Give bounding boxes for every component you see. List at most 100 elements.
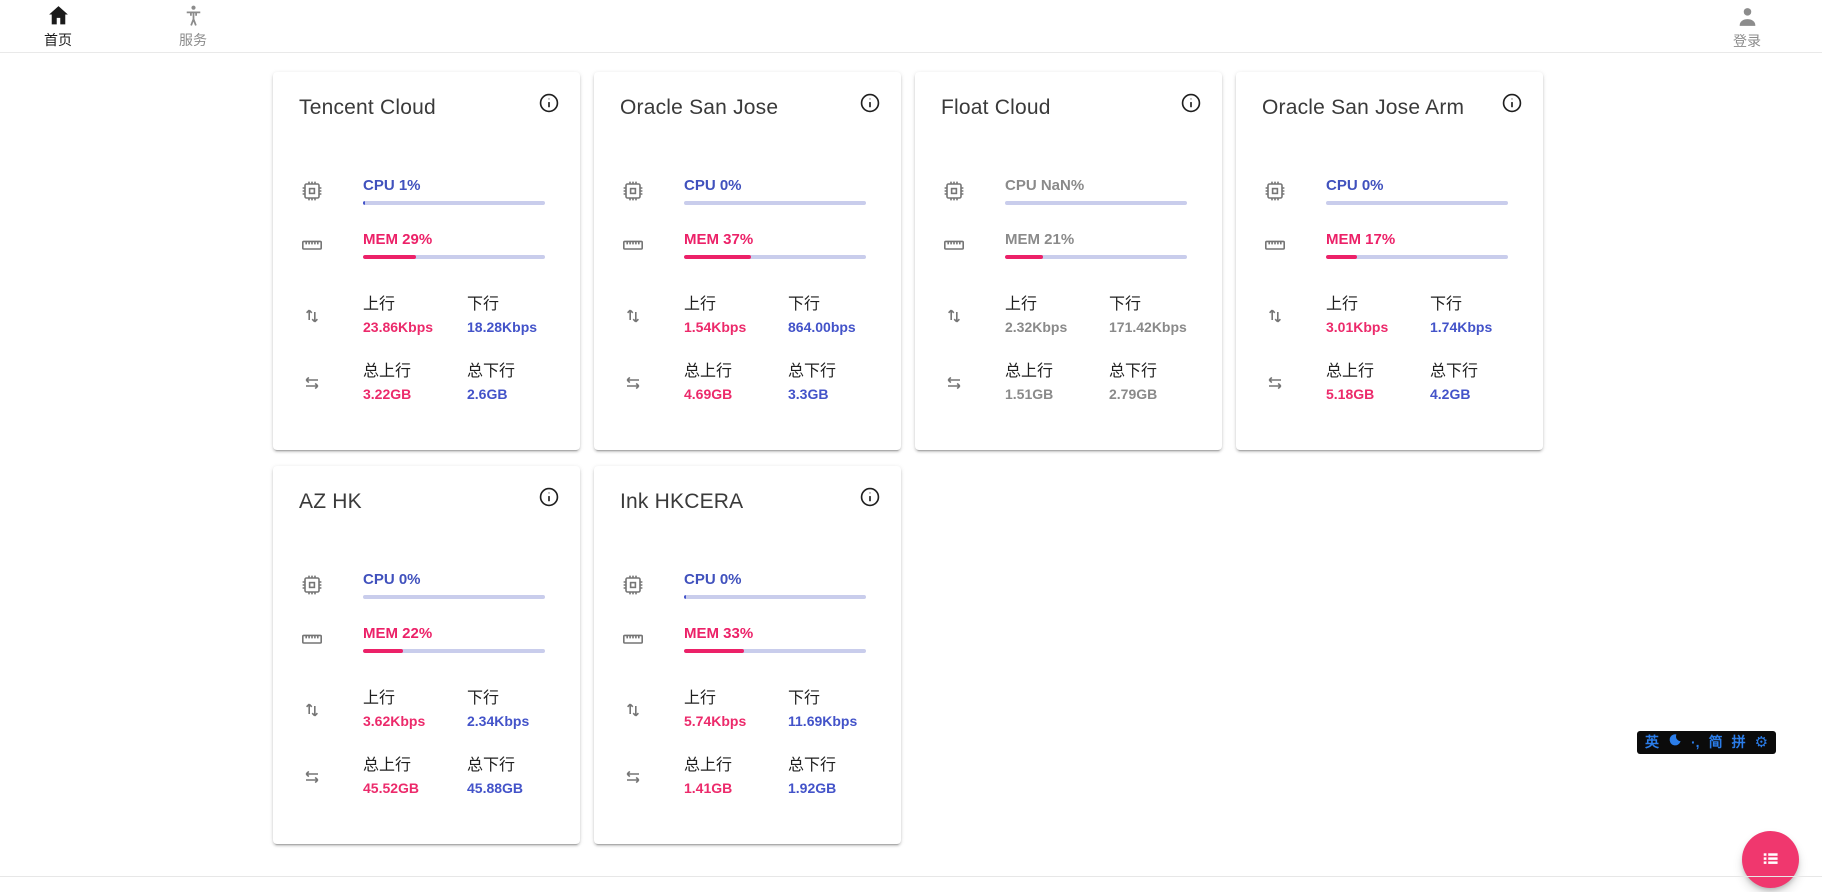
total-upload-label: 总上行 <box>684 757 733 774</box>
total-download-value: 2.79GB <box>1109 386 1158 402</box>
swap-arrows-icon <box>300 765 324 789</box>
memory-ruler-icon <box>621 233 645 257</box>
total-download-value: 2.6GB <box>467 386 508 402</box>
cpu-progress-bar <box>363 201 545 205</box>
total-download-label: 总下行 <box>467 363 516 380</box>
person-standing-icon <box>181 3 206 28</box>
info-icon[interactable] <box>859 92 883 116</box>
upload-label: 上行 <box>363 296 396 313</box>
mem-progress-bar <box>1326 255 1508 259</box>
swap-arrows-icon <box>621 371 645 395</box>
mem-usage-label: MEM 33% <box>684 625 754 642</box>
server-card: Float Cloud CPU NaN% <box>915 72 1222 450</box>
mem-row: MEM 33% <box>621 624 866 653</box>
upload-label: 上行 <box>1326 296 1359 313</box>
ime-pinyin-toggle[interactable]: 拼 <box>1731 734 1746 750</box>
total-upload-value: 4.69GB <box>684 386 733 402</box>
upload-rate: 3.01Kbps <box>1326 319 1389 335</box>
upload-label: 上行 <box>684 690 717 707</box>
nav-login-label: 登录 <box>1733 33 1761 49</box>
total-upload-value: 5.18GB <box>1326 386 1375 402</box>
nav-services-label: 服务 <box>179 31 207 48</box>
cpu-row: CPU 0% <box>621 176 866 205</box>
cpu-row: CPU 0% <box>1263 176 1508 205</box>
info-icon[interactable] <box>538 486 562 510</box>
total-upload-value: 1.51GB <box>1005 386 1054 402</box>
cpu-usage-label: CPU NaN% <box>1005 177 1085 194</box>
updown-arrows-icon <box>1263 304 1287 328</box>
mem-usage-label: MEM 37% <box>684 231 754 248</box>
info-icon[interactable] <box>538 92 562 116</box>
download-rate: 2.34Kbps <box>467 713 530 729</box>
download-rate: 18.28Kbps <box>467 319 538 335</box>
network-total-row: 总上行 3.22GB 总下行 2.6GB <box>300 362 545 403</box>
upload-rate: 5.74Kbps <box>684 713 747 729</box>
cpu-usage-label: CPU 0% <box>1326 177 1384 194</box>
cpu-progress-bar <box>1005 201 1187 205</box>
mem-row: MEM 37% <box>621 230 866 259</box>
nav-item-login[interactable]: 登录 <box>1712 4 1782 51</box>
download-label: 下行 <box>1430 296 1463 313</box>
total-download-label: 总下行 <box>788 363 837 380</box>
info-icon[interactable] <box>1180 92 1204 116</box>
server-name: Oracle San Jose Arm <box>1262 96 1465 119</box>
download-label: 下行 <box>1109 296 1142 313</box>
upload-label: 上行 <box>363 690 396 707</box>
network-rate-row: 上行 1.54Kbps 下行 864.00bps <box>621 295 866 336</box>
server-card: Oracle San Jose CPU 0% <box>594 72 901 450</box>
moon-icon[interactable] <box>1668 731 1682 754</box>
cpu-row: CPU NaN% <box>942 176 1187 205</box>
server-card-grid: Tencent Cloud CPU 1% <box>273 72 1543 844</box>
memory-ruler-icon <box>621 627 645 651</box>
swap-arrows-icon <box>1263 371 1287 395</box>
server-name: AZ HK <box>299 490 362 513</box>
mem-progress-bar <box>684 649 866 653</box>
mem-usage-label: MEM 29% <box>363 231 433 248</box>
download-label: 下行 <box>788 296 821 313</box>
download-label: 下行 <box>467 690 500 707</box>
cpu-progress-bar <box>363 595 545 599</box>
mem-usage-label: MEM 21% <box>1005 231 1075 248</box>
upload-rate: 2.32Kbps <box>1005 319 1068 335</box>
server-card: AZ HK CPU 0% <box>273 466 580 844</box>
server-card: Ink HKCERA CPU 0% <box>594 466 901 844</box>
ime-lang-toggle[interactable]: 英 <box>1645 734 1659 750</box>
total-download-value: 3.3GB <box>788 386 829 402</box>
nav-home-label: 首页 <box>44 31 72 48</box>
swap-arrows-icon <box>942 371 966 395</box>
gear-icon[interactable]: ⚙ <box>1754 734 1769 751</box>
server-name: Ink HKCERA <box>620 490 744 513</box>
cpu-progress-bar <box>684 201 866 205</box>
total-download-value: 1.92GB <box>788 780 837 796</box>
server-card: Tencent Cloud CPU 1% <box>273 72 580 450</box>
top-nav: 首页 服务 登录 <box>0 0 1822 53</box>
network-total-row: 总上行 1.41GB 总下行 1.92GB <box>621 756 866 797</box>
nav-item-home[interactable]: 首页 <box>23 3 93 50</box>
network-total-row: 总上行 5.18GB 总下行 4.2GB <box>1263 362 1508 403</box>
memory-ruler-icon <box>300 233 324 257</box>
mem-progress-bar <box>1005 255 1187 259</box>
ime-status-bar: 英 ·, 简 拼 ⚙ <box>1637 731 1777 754</box>
info-icon[interactable] <box>859 486 883 510</box>
footer-divider <box>0 876 1822 877</box>
download-rate: 171.42Kbps <box>1109 319 1187 335</box>
total-upload-value: 1.41GB <box>684 780 733 796</box>
upload-label: 上行 <box>1005 296 1038 313</box>
updown-arrows-icon <box>621 698 645 722</box>
network-total-row: 总上行 1.51GB 总下行 2.79GB <box>942 362 1187 403</box>
cpu-usage-label: CPU 0% <box>684 571 742 588</box>
total-download-label: 总下行 <box>1430 363 1479 380</box>
ime-punct-toggle[interactable]: ·, <box>1691 734 1700 750</box>
mem-row: MEM 21% <box>942 230 1187 259</box>
download-label: 下行 <box>467 296 500 313</box>
ime-simplified-toggle[interactable]: 简 <box>1708 734 1723 750</box>
server-list-fab[interactable] <box>1742 831 1799 888</box>
updown-arrows-icon <box>621 304 645 328</box>
person-icon <box>1735 4 1760 29</box>
cpu-progress-bar <box>1326 201 1508 205</box>
nav-item-services[interactable]: 服务 <box>158 3 228 50</box>
download-label: 下行 <box>788 690 821 707</box>
cpu-usage-label: CPU 0% <box>684 177 742 194</box>
download-rate: 11.69Kbps <box>788 713 858 729</box>
info-icon[interactable] <box>1501 92 1525 116</box>
